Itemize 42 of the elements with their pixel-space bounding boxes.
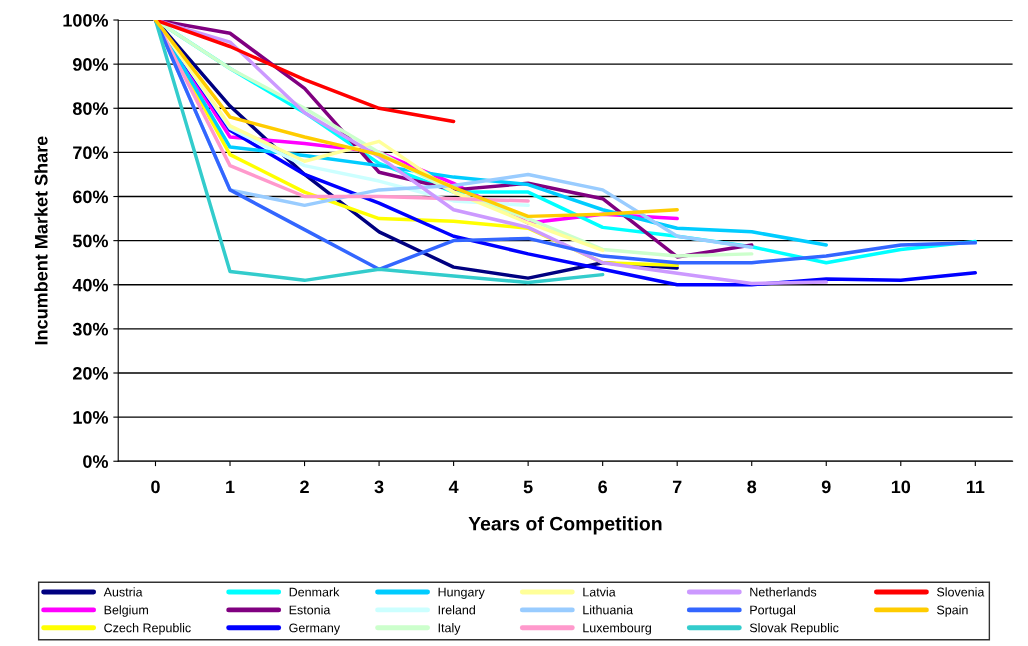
legend-label: Lithuania bbox=[583, 605, 634, 615]
legend-label: Slovenia bbox=[936, 587, 985, 597]
legend-label: Germany bbox=[289, 623, 341, 635]
x-tick-label: 9 bbox=[821, 480, 831, 494]
legend-label: Portugal bbox=[750, 605, 796, 617]
x-tick-label: 11 bbox=[966, 480, 985, 494]
x-tick-label: 7 bbox=[672, 480, 682, 494]
x-axis-title: Years of Competition bbox=[468, 516, 662, 535]
y-tick-label: 30% bbox=[72, 322, 109, 336]
y-tick-label: 50% bbox=[72, 234, 109, 248]
x-tick-label: 8 bbox=[747, 480, 757, 494]
legend-label: Ireland bbox=[438, 605, 475, 615]
x-tick-label: 3 bbox=[374, 480, 384, 494]
legend-label: Czech Republic bbox=[104, 623, 191, 635]
legend-label: Austria bbox=[103, 587, 143, 597]
legend-label: Denmark bbox=[289, 587, 340, 597]
y-tick-label: 20% bbox=[72, 366, 109, 380]
legend-label: Latvia bbox=[583, 587, 616, 597]
y-tick-label: 90% bbox=[72, 58, 109, 71]
y-axis-title: Incumbent Market Share bbox=[34, 136, 48, 345]
y-tick-label: 60% bbox=[73, 190, 109, 204]
legend-label: Netherlands bbox=[750, 587, 817, 597]
legend-label: Italy bbox=[438, 623, 461, 635]
x-tick-label: 2 bbox=[300, 480, 309, 494]
legend-label: Slovak Republic bbox=[749, 623, 839, 635]
legend-label: Luxembourg bbox=[583, 623, 651, 635]
x-tick-label: 1 bbox=[226, 480, 235, 494]
x-tick-label: 10 bbox=[891, 480, 911, 494]
y-tick-label: 70% bbox=[73, 146, 109, 160]
legend-label: Spain bbox=[936, 605, 968, 617]
x-tick-label: 4 bbox=[448, 480, 459, 494]
y-tick-label: 100% bbox=[63, 13, 109, 27]
legend-label: Estonia bbox=[289, 605, 331, 615]
x-tick-label: 0 bbox=[151, 480, 160, 494]
y-tick-label: 40% bbox=[72, 278, 109, 292]
x-tick-label: 6 bbox=[598, 480, 608, 494]
y-tick-label: 0% bbox=[83, 455, 109, 468]
legend-label: Hungary bbox=[438, 587, 485, 599]
y-tick-label: 80% bbox=[72, 102, 109, 115]
y-tick-label: 10% bbox=[73, 411, 109, 424]
x-tick-label: 5 bbox=[523, 480, 533, 494]
legend-label: Belgium bbox=[104, 605, 148, 617]
